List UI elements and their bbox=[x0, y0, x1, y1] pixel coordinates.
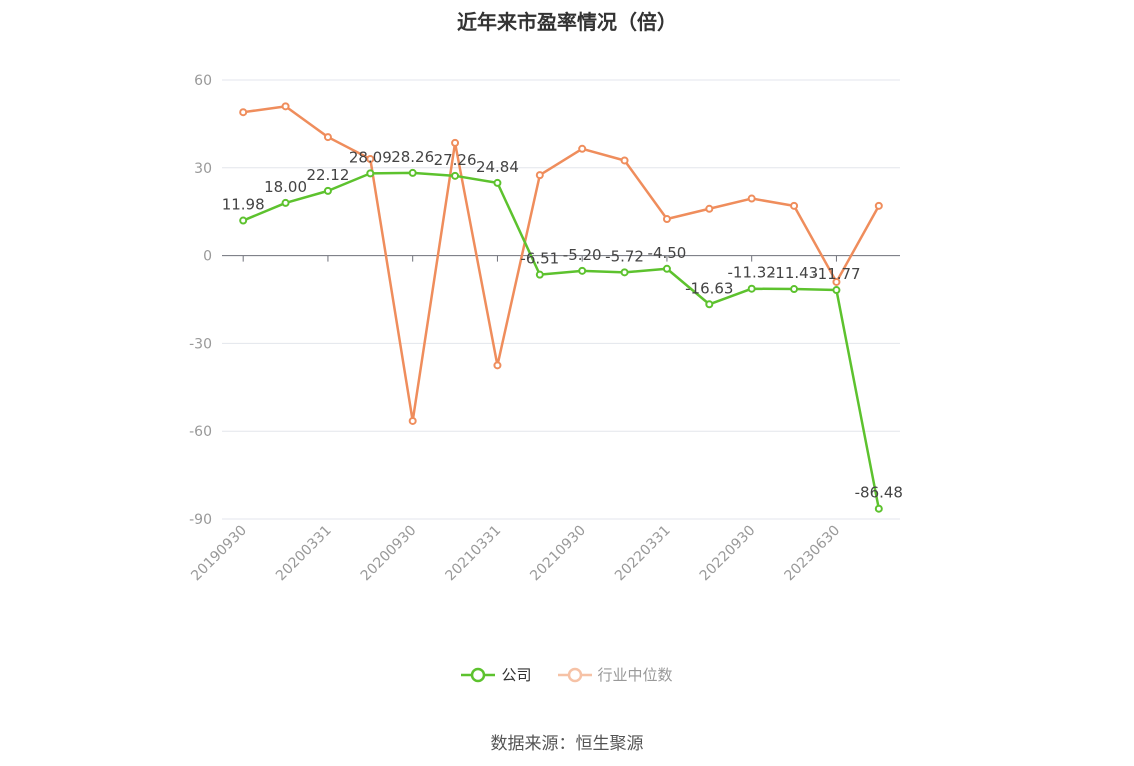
company-point bbox=[323, 186, 332, 195]
company-data-label: -5.20 bbox=[563, 246, 602, 264]
company-point bbox=[535, 270, 544, 279]
company-data-label: -5.72 bbox=[605, 247, 644, 265]
y-tick-label: 0 bbox=[203, 249, 212, 265]
company-data-label: 27.26 bbox=[434, 151, 477, 169]
industry-point bbox=[578, 144, 587, 153]
industry-line bbox=[243, 105, 880, 423]
company-point bbox=[493, 178, 502, 187]
company-data-label: -4.50 bbox=[648, 244, 687, 262]
y-tick-label: -30 bbox=[189, 336, 212, 352]
company-point bbox=[239, 216, 248, 225]
legend: 公司 行业中位数 bbox=[0, 664, 1134, 685]
company-data-label: 22.12 bbox=[306, 166, 349, 184]
industry-legend-icon bbox=[557, 667, 592, 682]
company-point bbox=[747, 284, 756, 293]
industry-point bbox=[281, 102, 290, 111]
y-tick-label: 60 bbox=[194, 73, 212, 89]
data-source: 数据来源：恒生聚源 bbox=[490, 734, 644, 754]
company-point bbox=[578, 266, 587, 275]
x-tick-label: 20190930 bbox=[188, 523, 250, 585]
legend-item-company[interactable]: 公司 bbox=[461, 664, 532, 685]
company-point bbox=[874, 504, 883, 513]
company-point bbox=[451, 171, 460, 180]
company-data-label: -86.48 bbox=[855, 484, 903, 502]
company-point bbox=[662, 264, 671, 273]
legend-item-industry[interactable]: 行业中位数 bbox=[557, 664, 673, 685]
x-tick-label: 20220930 bbox=[697, 523, 759, 585]
company-data-label: 28.09 bbox=[349, 148, 392, 166]
x-tick-label: 20200930 bbox=[358, 523, 420, 585]
industry-point bbox=[451, 138, 460, 147]
x-tick-label: 20200331 bbox=[273, 523, 335, 585]
company-series bbox=[239, 168, 883, 513]
y-tick-label: -60 bbox=[189, 424, 212, 440]
legend-label-company: 公司 bbox=[501, 666, 532, 684]
grid bbox=[222, 79, 900, 520]
y-tick-label: -90 bbox=[189, 512, 212, 528]
company-data-label: 28.26 bbox=[391, 148, 434, 166]
company-data-label: -16.63 bbox=[685, 279, 733, 297]
company-line bbox=[242, 171, 881, 509]
company-data-label: 18.00 bbox=[264, 178, 307, 196]
company-data-label: -11.77 bbox=[812, 265, 860, 283]
industry-point bbox=[705, 204, 714, 213]
company-point bbox=[790, 285, 799, 294]
industry-point bbox=[408, 416, 417, 425]
industry-series bbox=[239, 102, 883, 425]
industry-point bbox=[874, 201, 883, 210]
company-data-label: -11.32 bbox=[728, 264, 776, 282]
x-tick-label: 20220331 bbox=[612, 523, 674, 585]
x-tick-label: 20210930 bbox=[527, 523, 589, 585]
x-tick-label: 20230630 bbox=[782, 523, 844, 585]
industry-point bbox=[747, 194, 756, 203]
company-data-label: -6.51 bbox=[520, 250, 559, 268]
industry-point bbox=[790, 201, 799, 210]
company-data-label: -11.43 bbox=[770, 264, 818, 282]
industry-point bbox=[366, 155, 375, 164]
company-point bbox=[705, 300, 714, 309]
legend-label-industry: 行业中位数 bbox=[597, 666, 673, 684]
company-point bbox=[408, 168, 417, 177]
company-data-label: 24.84 bbox=[476, 158, 519, 176]
industry-point bbox=[620, 156, 629, 165]
x-tick-label: 20210331 bbox=[443, 523, 505, 585]
y-tick-label: 30 bbox=[194, 161, 212, 177]
company-point bbox=[366, 169, 375, 178]
industry-point bbox=[239, 108, 248, 117]
chart-title: 近年来市盈率情况（倍） bbox=[457, 10, 677, 34]
x-axis: 20190930 20200331 20200930 20210331 20210930… bbox=[188, 255, 900, 585]
industry-point bbox=[535, 171, 544, 180]
y-axis: 60 30 0 -30 -60 -90 bbox=[189, 73, 212, 528]
industry-point bbox=[493, 361, 502, 370]
industry-point bbox=[832, 277, 841, 286]
industry-point bbox=[323, 133, 332, 142]
company-legend-icon bbox=[461, 667, 496, 682]
company-data-label: 11.98 bbox=[222, 196, 265, 214]
industry-point bbox=[662, 215, 671, 224]
company-point bbox=[281, 198, 290, 207]
company-point bbox=[620, 268, 629, 277]
company-point bbox=[832, 286, 841, 295]
